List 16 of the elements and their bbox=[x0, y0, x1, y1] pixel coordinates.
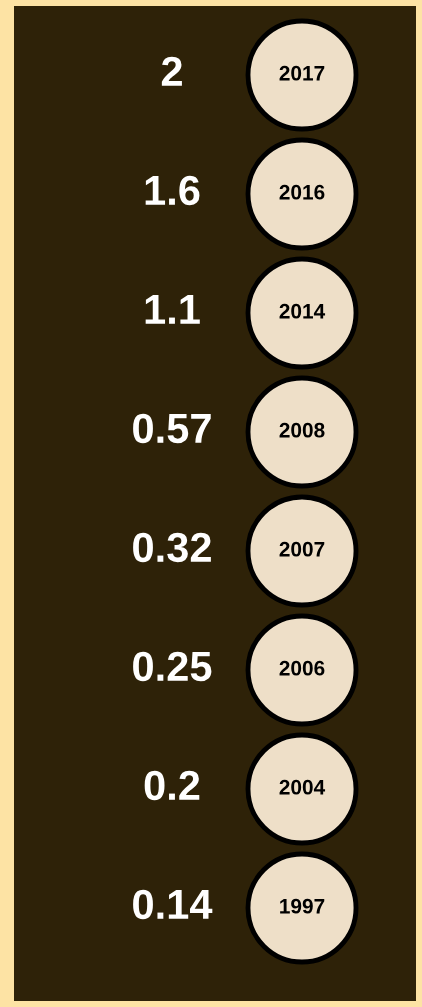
category-label: 1997 bbox=[280, 898, 325, 914]
data-label: 1.1 bbox=[145, 295, 200, 324]
data-label: 0.2 bbox=[144, 770, 200, 801]
data-label: 0.14 bbox=[133, 889, 213, 920]
category-label: 2016 bbox=[279, 184, 325, 200]
data-label: 0.25 bbox=[133, 651, 212, 682]
data-label: 1.6 bbox=[145, 175, 200, 206]
category-label: 2008 bbox=[279, 422, 325, 438]
category-label: 2017 bbox=[279, 65, 325, 81]
data-label: 2 bbox=[161, 56, 182, 86]
category-label: 2006 bbox=[279, 660, 325, 676]
category-label: 2007 bbox=[279, 541, 325, 557]
data-label: 0.57 bbox=[133, 413, 211, 444]
category-label: 2014 bbox=[279, 303, 326, 319]
category-label: 2004 bbox=[279, 779, 326, 795]
data-label: 0.32 bbox=[133, 532, 211, 563]
